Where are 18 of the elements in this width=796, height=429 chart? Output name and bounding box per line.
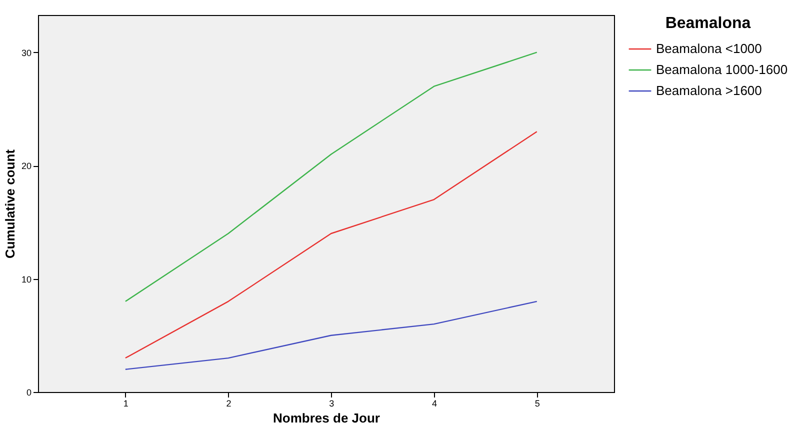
legend-title: Beamalona bbox=[665, 15, 751, 32]
x-tick-label: 1 bbox=[123, 398, 128, 408]
x-tick-label: 5 bbox=[534, 398, 540, 408]
x-tick-label: 2 bbox=[226, 398, 232, 408]
x-tick-label: 4 bbox=[432, 398, 438, 408]
legend-label: Beamalona >1600 bbox=[656, 83, 762, 98]
y-tick-label: 10 bbox=[21, 274, 32, 284]
y-tick-label: 30 bbox=[21, 48, 32, 58]
y-tick-label: 0 bbox=[26, 388, 32, 398]
line-series bbox=[124, 131, 538, 359]
x-axis-title: Nombres de Jour bbox=[273, 410, 380, 426]
legend-label: Beamalona <1000 bbox=[656, 41, 762, 56]
legend-label: Beamalona 1000-1600 bbox=[656, 62, 788, 77]
x-tick-label: 3 bbox=[329, 398, 334, 408]
y-tick-label: 20 bbox=[21, 161, 32, 172]
line-series bbox=[124, 300, 538, 370]
line-series bbox=[124, 52, 538, 302]
y-axis-title: Cumulative count bbox=[2, 148, 18, 259]
